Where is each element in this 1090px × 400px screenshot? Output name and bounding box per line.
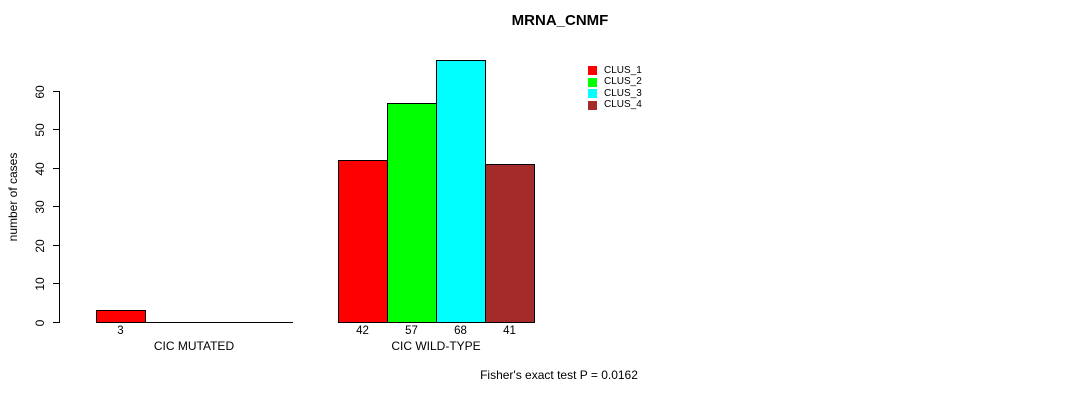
bar-value-label: 42 — [356, 325, 369, 337]
y-tick-label: 20 — [33, 239, 47, 253]
bar-value-label: 68 — [454, 325, 467, 337]
legend-swatch-clus-4 — [588, 100, 597, 110]
x-category-label-cic-mutated: CIC MUTATED — [153, 339, 235, 353]
y-tick — [53, 168, 59, 169]
bar-clus-4-cic-wild-type — [485, 164, 535, 323]
bar-value-label: 41 — [503, 325, 516, 337]
bar-clus-2-cic-wild-type — [387, 103, 437, 323]
y-tick-label: 50 — [33, 123, 47, 137]
y-tick — [53, 322, 59, 323]
legend-label-clus-4: CLUS_4 — [604, 99, 642, 111]
y-tick-label: 40 — [33, 162, 47, 176]
y-tick-label: 10 — [33, 277, 47, 291]
y-tick — [53, 206, 59, 207]
bar-value-label: 3 — [117, 325, 124, 337]
y-axis-line — [59, 91, 60, 323]
bar-clus-1-cic-wild-type — [338, 160, 388, 323]
bar-value-label: 57 — [405, 325, 418, 337]
chart-title: MRNA_CNMF — [511, 12, 609, 29]
legend-label-clus-3: CLUS_3 — [604, 87, 642, 99]
legend-swatch-clus-3 — [588, 89, 597, 99]
y-tick-label: 0 — [33, 319, 47, 327]
y-tick — [53, 283, 59, 284]
y-tick — [53, 245, 59, 246]
y-tick-label: 60 — [33, 85, 47, 99]
legend-swatch-clus-2 — [588, 77, 597, 87]
legend-label-clus-2: CLUS_2 — [604, 76, 642, 88]
baseline-cic-mutated — [96, 322, 293, 323]
y-tick — [53, 129, 59, 130]
bar-clus-3-cic-wild-type — [436, 60, 486, 323]
y-tick — [53, 91, 59, 92]
bar-clus-1-cic-mutated — [96, 310, 146, 323]
legend-swatch-clus-1 — [588, 66, 597, 75]
y-tick-label: 30 — [33, 200, 47, 214]
stat-annotation: Fisher's exact test P = 0.0162 — [480, 368, 638, 382]
x-category-label-cic-wild-type: CIC WILD-TYPE — [391, 339, 481, 353]
y-axis-title: number of cases — [6, 152, 20, 242]
legend-label-clus-1: CLUS_1 — [604, 64, 642, 76]
